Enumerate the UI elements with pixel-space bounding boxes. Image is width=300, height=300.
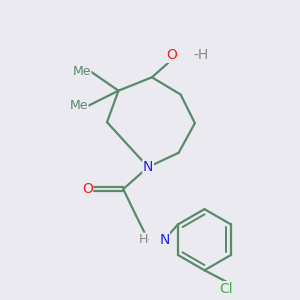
- Text: N: N: [159, 233, 169, 247]
- Text: O: O: [166, 48, 177, 62]
- Text: N: N: [143, 160, 153, 174]
- Text: -H: -H: [193, 48, 208, 62]
- Text: Cl: Cl: [220, 282, 233, 296]
- Text: Me: Me: [72, 65, 91, 78]
- Text: O: O: [82, 182, 93, 196]
- Text: H: H: [139, 233, 148, 246]
- Text: Me: Me: [69, 100, 88, 112]
